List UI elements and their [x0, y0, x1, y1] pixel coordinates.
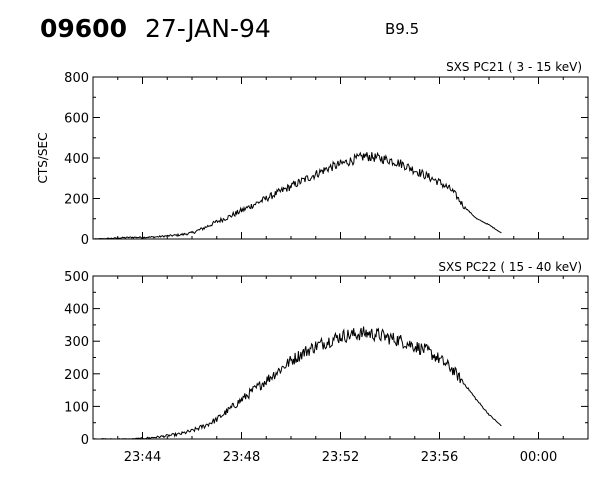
y-tick-label: 0 — [81, 433, 89, 448]
event-date: 27-JAN-94 — [145, 14, 271, 43]
panel-pc21-title: SXS PC21 ( 3 - 15 keV) — [446, 60, 582, 74]
panel-pc21: SXS PC21 ( 3 - 15 keV) CTS/SEC 0 200 400 60… — [36, 60, 589, 248]
flare-class: B9.5 — [385, 20, 420, 38]
y-tick-label: 300 — [64, 335, 89, 350]
y-tick-label: 0 — [81, 233, 89, 248]
y-tick-label: 200 — [64, 368, 89, 383]
pc21-count-rate-line — [92, 151, 502, 240]
x-tick-label: 23:52 — [322, 450, 359, 465]
panel-pc22: SXS PC22 ( 15 - 40 keV) 0 100 200 300 400 500 — [64, 260, 589, 448]
event-id: 09600 — [40, 14, 127, 43]
panel-pc21-frame — [92, 76, 589, 240]
y-tick-label: 500 — [64, 270, 89, 285]
x-tick-label: 00:00 — [520, 450, 557, 465]
y-tick-label: 800 — [64, 71, 89, 86]
y-tick-label: 400 — [64, 152, 89, 167]
x-tick-label: 23:44 — [124, 450, 161, 465]
y-tick-label: 400 — [64, 303, 89, 318]
x-tick-label: 23:56 — [421, 450, 458, 465]
y-axis-label: CTS/SEC — [36, 133, 50, 184]
panel-pc22-title: SXS PC22 ( 15 - 40 keV) — [438, 260, 582, 274]
y-tick-label: 100 — [64, 400, 89, 415]
panel-pc21-axes: 0 200 400 600 800 — [64, 71, 589, 248]
y-tick-label: 600 — [64, 112, 89, 127]
panel-pc22-frame — [92, 275, 589, 440]
panel-pc22-axes: 0 100 200 300 400 500 — [64, 270, 589, 448]
pc22-count-rate-line — [93, 326, 502, 440]
x-axis-tick-labels: 23:44 23:48 23:52 23:56 00:00 — [124, 450, 557, 465]
x-tick-label: 23:48 — [223, 450, 260, 465]
y-tick-label: 200 — [64, 193, 89, 208]
